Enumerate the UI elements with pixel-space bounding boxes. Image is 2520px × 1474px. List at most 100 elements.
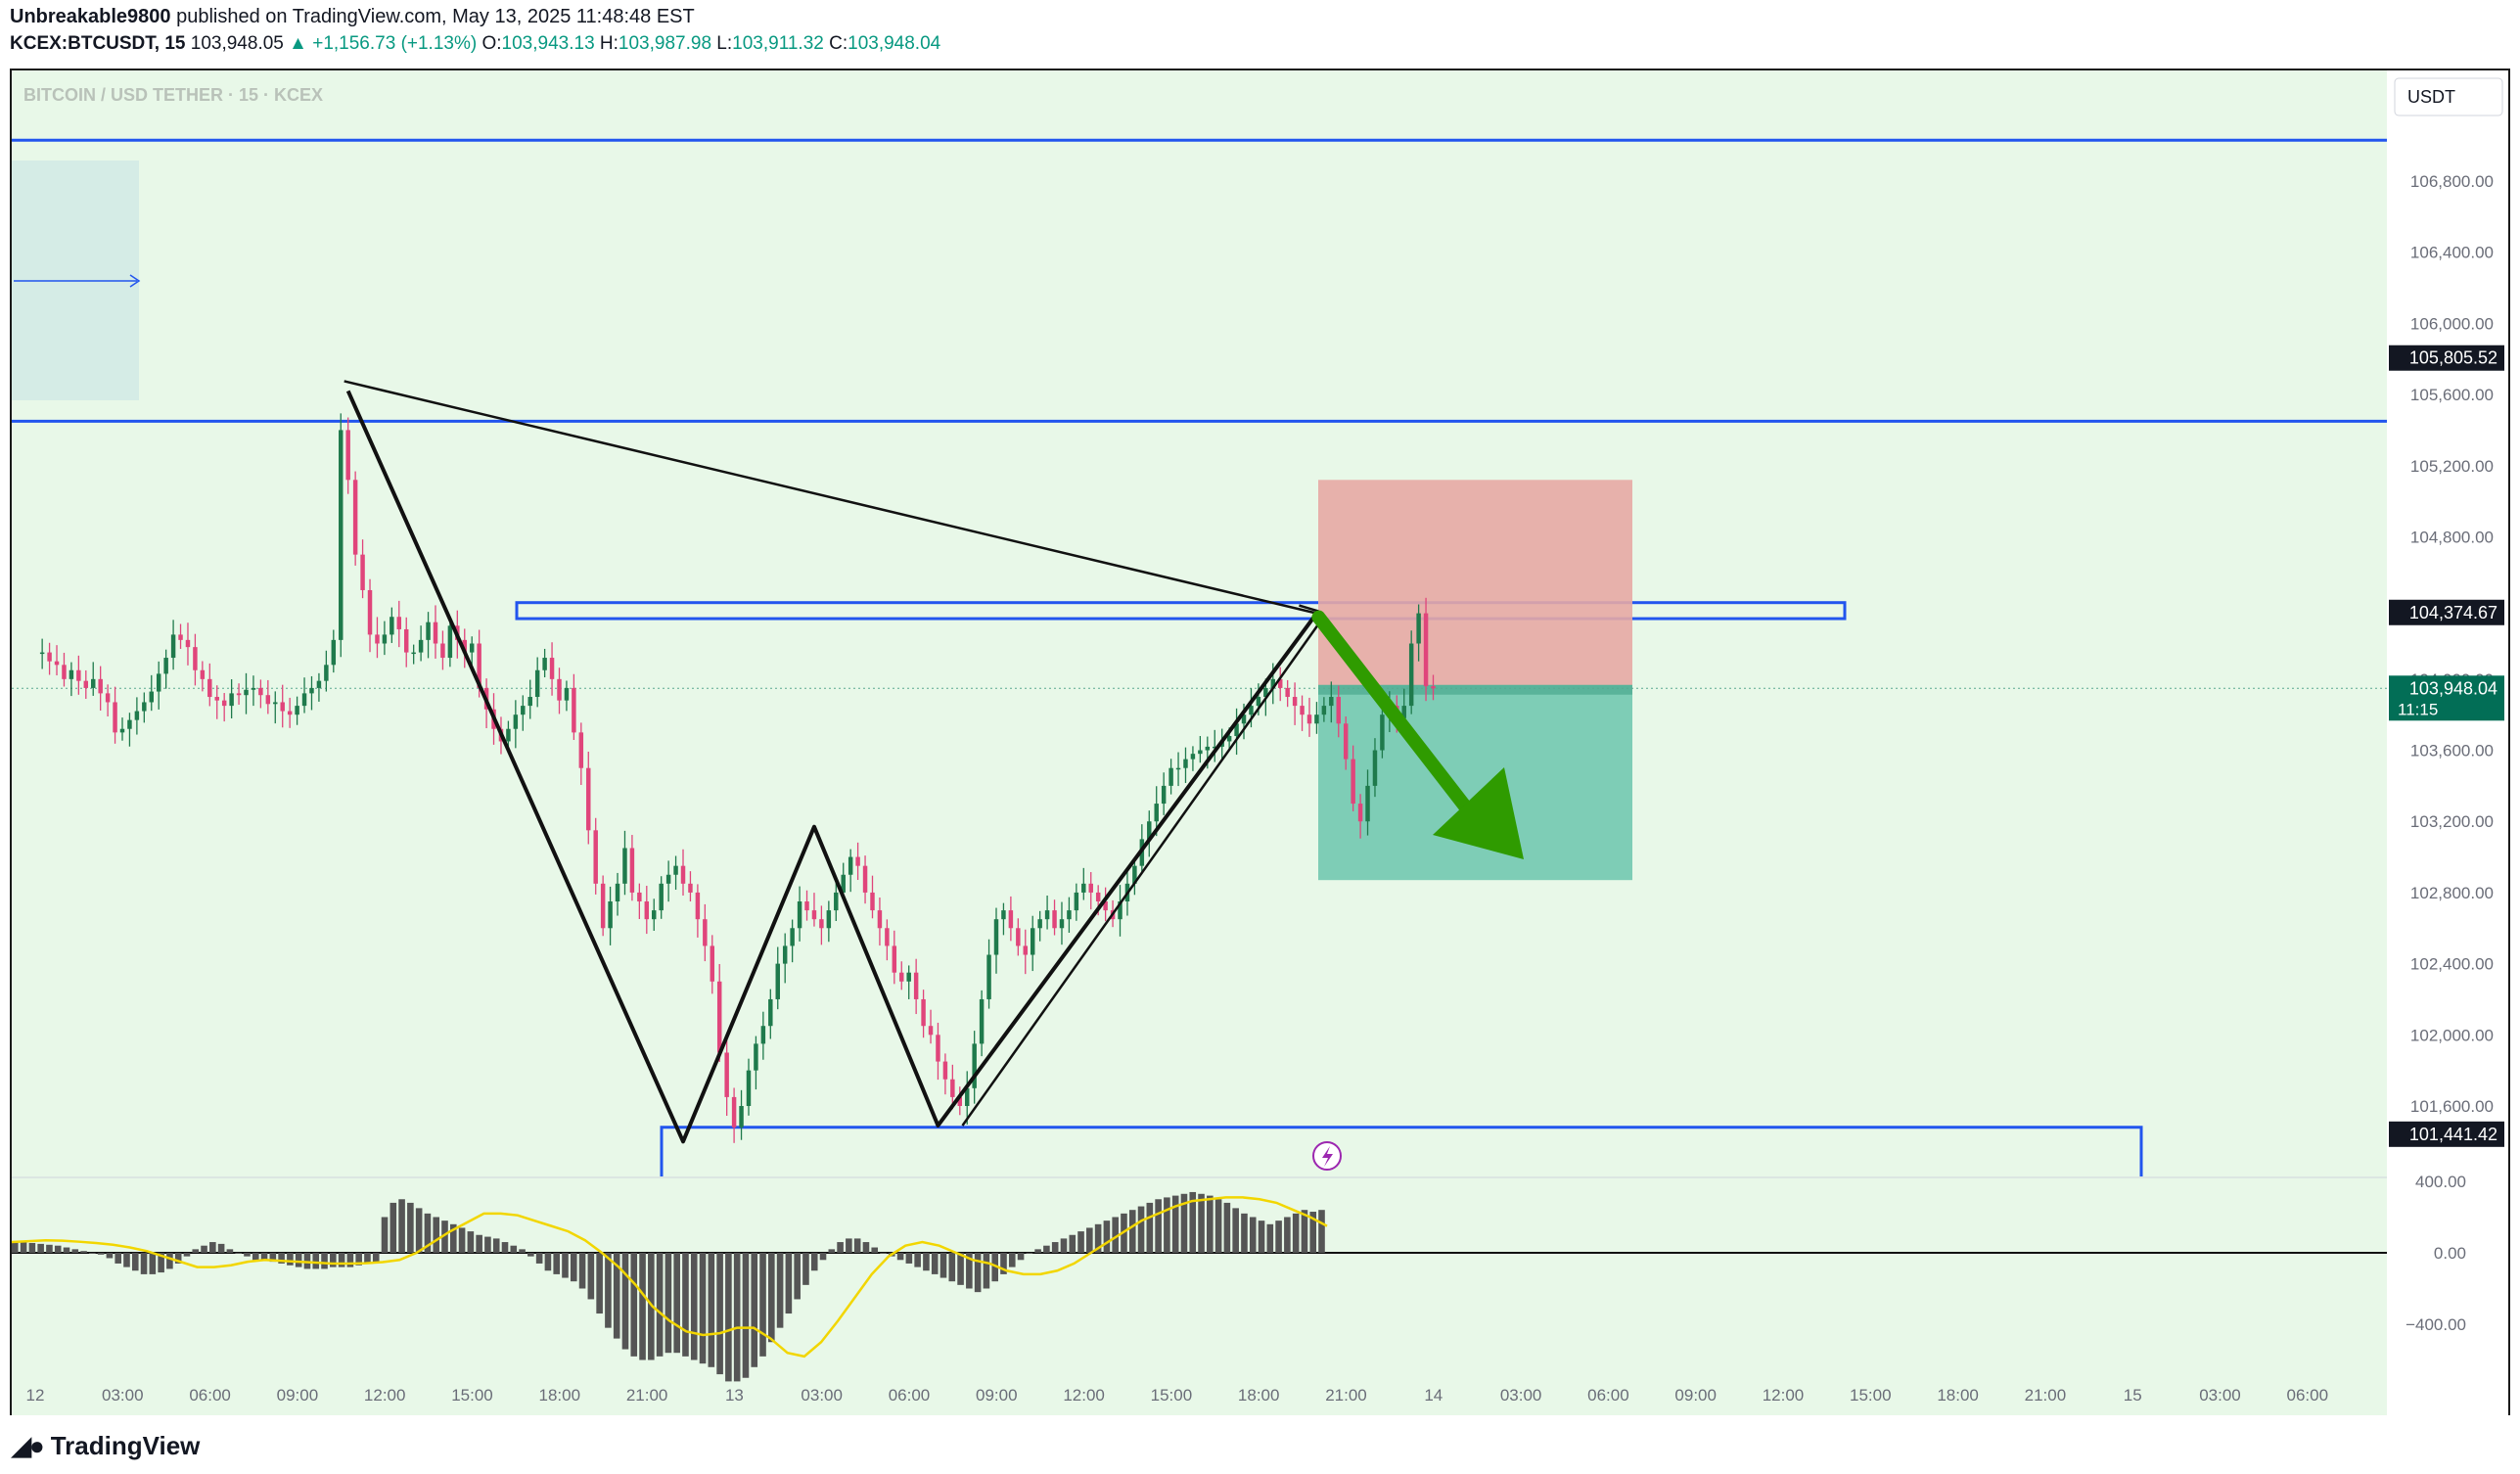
candle-body — [1357, 804, 1363, 822]
candle-body — [462, 639, 467, 653]
time-tick: 12:00 — [1763, 1386, 1805, 1405]
candle-body — [1198, 750, 1203, 755]
macd-bar — [398, 1199, 405, 1253]
macd-bar — [931, 1253, 939, 1274]
macd-tick: 0.00 — [2434, 1244, 2466, 1263]
macd-bar — [287, 1253, 294, 1266]
candle-body — [972, 1043, 977, 1088]
candle-body — [1147, 821, 1152, 840]
price-tick: 104,800.00 — [2410, 528, 2494, 546]
macd-bar — [837, 1242, 844, 1253]
candle-body — [600, 883, 606, 929]
candle-body — [1241, 714, 1247, 724]
price-badge — [2389, 345, 2504, 371]
macd-bar — [810, 1253, 818, 1271]
trade-setup[interactable] — [12, 480, 2387, 881]
time-tick: 09:00 — [1674, 1386, 1717, 1405]
macd-bar — [450, 1223, 457, 1253]
candle-body — [1168, 767, 1173, 786]
candle-body — [1380, 714, 1385, 751]
high-label: H: — [599, 33, 619, 54]
macd-bar — [742, 1253, 750, 1378]
macd-bar — [1051, 1242, 1059, 1253]
macd-bar — [149, 1253, 157, 1274]
trendline-tip — [1299, 604, 1319, 613]
projection-arrowhead — [1433, 767, 1524, 859]
price-badges: 105,805.52 104,374.67 103,948.04 11:15 101,4… — [2389, 345, 2504, 1147]
close-label: C: — [829, 33, 848, 54]
tradingview-logo[interactable]: ◢● TradingView — [12, 1431, 200, 1461]
candle-body — [1118, 901, 1123, 920]
macd-bar — [991, 1253, 998, 1282]
price-tick: 106,800.00 — [2410, 172, 2494, 191]
candle-body — [652, 910, 657, 920]
candle-body — [251, 687, 256, 690]
candle-body — [214, 697, 219, 701]
macd-bar — [1077, 1231, 1084, 1253]
candle-body — [1030, 928, 1035, 955]
price-scale[interactable]: 106,800.00 106,400.00 106,000.00 105,600.00… — [2405, 172, 2494, 1334]
candles — [39, 413, 1436, 1143]
candle-body — [142, 702, 147, 712]
macd-bar — [131, 1253, 139, 1271]
candle-body — [1023, 945, 1028, 955]
candle-body — [1132, 865, 1137, 884]
symbol-label[interactable]: KCEX:BTCUSDT, 15 — [10, 33, 186, 54]
macd-bar — [1284, 1217, 1291, 1253]
time-scale[interactable]: 12 03:00 06:00 09:00 12:00 15:00 18:00 21:00 13 0… — [26, 1386, 2329, 1405]
candle-body — [1408, 643, 1414, 707]
macd-bar — [1275, 1221, 1282, 1253]
publisher-name[interactable]: Unbreakable9800 — [10, 6, 171, 27]
price-tick: 102,000.00 — [2410, 1026, 2494, 1044]
levels — [12, 138, 2387, 1176]
trendline-channel — [961, 620, 1322, 1127]
candle-body — [1190, 754, 1196, 760]
time-tick: 03:00 — [801, 1386, 843, 1405]
currency-button[interactable] — [2394, 77, 2503, 116]
macd-bar — [244, 1253, 251, 1257]
macd-bar — [467, 1231, 475, 1253]
candle-body — [411, 652, 416, 655]
candle-body — [1213, 746, 1217, 749]
macd-bar — [433, 1217, 440, 1253]
candle-body — [760, 1026, 766, 1044]
pattern-drawing[interactable] — [344, 380, 1524, 1144]
macd-bar — [562, 1253, 569, 1278]
candle-body — [382, 634, 388, 644]
macd-bar — [1043, 1245, 1050, 1253]
macd-bar — [716, 1253, 723, 1375]
published-text: published on TradingView.com, May 13, 20… — [176, 6, 695, 27]
candle-body — [797, 901, 802, 929]
candle-body — [775, 963, 780, 999]
candle-body — [993, 919, 999, 955]
macd-bar — [1017, 1253, 1025, 1261]
time-tick: 12 — [26, 1386, 45, 1405]
candle-body — [113, 702, 117, 733]
time-tick: 09:00 — [976, 1386, 1018, 1405]
candle-body — [768, 998, 773, 1027]
macd-bar — [492, 1238, 500, 1253]
candle-body — [564, 687, 570, 701]
macd-bar — [1137, 1206, 1145, 1253]
candle-body — [273, 702, 278, 705]
macd-bar — [166, 1253, 173, 1269]
candle-body — [942, 1061, 948, 1080]
candle-body — [906, 972, 911, 982]
candle-body — [855, 856, 860, 866]
macd-bar — [415, 1208, 423, 1253]
time-tick: 15 — [2124, 1386, 2142, 1405]
candle-body — [928, 1026, 934, 1036]
candle-body — [170, 634, 176, 659]
candle-body — [811, 910, 817, 920]
candle-body — [1008, 910, 1014, 929]
countdown-text: 11:15 — [2398, 700, 2438, 718]
candle-body — [1372, 750, 1378, 786]
macd-bar — [853, 1238, 861, 1253]
macd-bar — [123, 1253, 130, 1267]
macd-bar — [441, 1221, 448, 1253]
macd-bar — [1241, 1213, 1248, 1253]
candle-body — [724, 1052, 729, 1097]
candle-body — [477, 643, 481, 688]
price-change: +1,156.73 (+1.13%) — [312, 33, 478, 54]
